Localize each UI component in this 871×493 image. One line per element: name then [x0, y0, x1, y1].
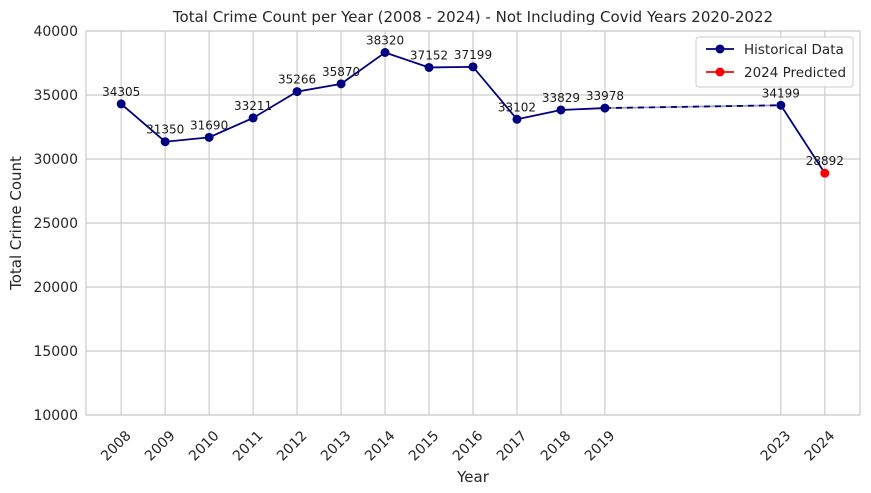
y-tick-label: 15000 — [33, 344, 78, 360]
prediction-connector-line — [780, 104, 826, 174]
historical-point — [292, 87, 302, 97]
data-label: 33829 — [542, 91, 580, 105]
series-points — [116, 48, 830, 178]
legend: Historical Data 2024 Predicted — [695, 36, 854, 88]
historical-line — [120, 51, 605, 143]
x-tick-label: 2019 — [582, 428, 619, 465]
data-label: 33102 — [498, 100, 536, 114]
data-label: 38320 — [366, 34, 404, 48]
x-tick-label: 2013 — [318, 428, 355, 465]
data-label: 37152 — [410, 48, 448, 62]
data-label: 31350 — [146, 123, 184, 137]
y-tick-label: 20000 — [33, 280, 78, 296]
historical-point — [424, 62, 434, 72]
data-label: 35870 — [322, 65, 360, 79]
y-tick-labels: 10000 15000 20000 25000 30000 35000 40000 — [33, 24, 78, 424]
historical-point — [600, 103, 610, 113]
x-tick-label: 2008 — [98, 428, 135, 465]
x-tick-label: 2011 — [230, 428, 267, 465]
historical-point — [512, 114, 522, 124]
data-label: 34199 — [762, 86, 800, 100]
x-tick-label: 2016 — [450, 428, 487, 465]
historical-point — [160, 137, 170, 147]
historical-point — [556, 105, 566, 115]
y-tick-label: 25000 — [33, 216, 78, 232]
legend-predicted-label: 2024 Predicted — [744, 65, 846, 81]
historical-point — [380, 48, 390, 58]
data-label: 37199 — [454, 48, 492, 62]
y-tick-label: 40000 — [33, 24, 78, 40]
legend-historical-marker — [715, 44, 725, 54]
legend-box — [695, 36, 854, 88]
x-tick-label: 2009 — [142, 428, 179, 465]
chart-title: Total Crime Count per Year (2008 - 2024)… — [172, 8, 773, 26]
y-axis-title: Total Crime Count — [7, 156, 25, 291]
historical-point — [468, 62, 478, 72]
x-tick-label: 2015 — [406, 428, 443, 465]
x-tick-label: 2010 — [186, 428, 223, 465]
data-label: 28892 — [806, 154, 844, 168]
y-tick-label: 10000 — [33, 408, 78, 424]
grid-lines — [86, 30, 860, 416]
x-tick-labels: 2008 2009 2010 2011 2012 2013 2014 2015 2016 2017… — [98, 428, 838, 465]
x-tick-label: 2014 — [362, 428, 399, 465]
x-tick-label: 2024 — [802, 428, 839, 465]
gap-line-dashed — [604, 104, 781, 109]
historical-point — [116, 99, 126, 109]
x-tick-label: 2017 — [494, 428, 531, 465]
y-tick-label: 35000 — [33, 88, 78, 104]
historical-point — [204, 132, 214, 142]
legend-predicted-marker — [715, 67, 725, 77]
series-lines — [120, 51, 826, 174]
x-tick-label: 2012 — [274, 428, 311, 465]
predicted-point — [820, 168, 830, 178]
historical-point — [336, 79, 346, 89]
data-label: 34305 — [102, 85, 140, 99]
x-tick-label: 2023 — [758, 428, 795, 465]
data-label: 31690 — [190, 118, 228, 132]
data-labels: 34305 31350 31690 33211 35266 35870 38320 37152… — [102, 34, 844, 169]
data-label: 33211 — [234, 99, 272, 113]
data-label: 35266 — [278, 73, 316, 87]
y-tick-label: 30000 — [33, 152, 78, 168]
historical-point — [776, 100, 786, 110]
historical-point — [248, 113, 258, 123]
data-label: 33978 — [586, 89, 624, 103]
x-tick-label: 2018 — [538, 428, 575, 465]
x-axis-title: Year — [456, 468, 490, 486]
legend-historical-label: Historical Data — [744, 42, 844, 58]
